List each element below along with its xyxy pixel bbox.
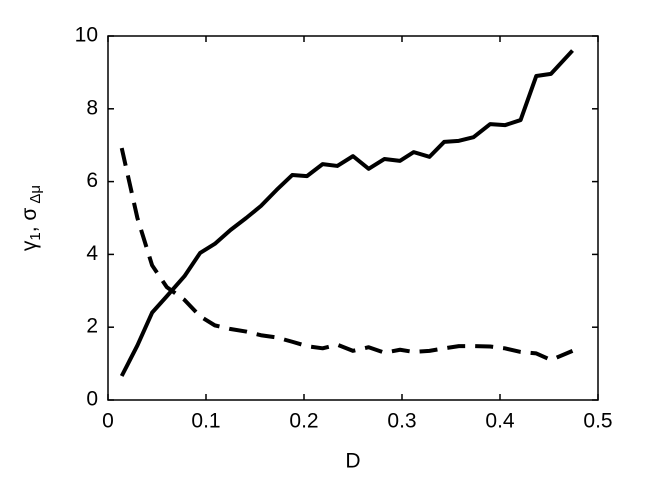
- y-label-part: ,: [18, 221, 41, 233]
- x-tick-label: 0.2: [289, 410, 318, 433]
- x-tick-label: 0: [102, 410, 114, 433]
- y-tick-label: 8: [86, 96, 98, 119]
- x-tick-label: 0.4: [485, 410, 515, 433]
- y-label-part: Δμ: [27, 185, 44, 204]
- series-line: [119, 147, 574, 362]
- y-tick-label: 6: [86, 169, 98, 192]
- y-tick-label: 0: [86, 388, 98, 411]
- y-axis-label: γ1, σ Δμ: [18, 185, 44, 251]
- y-label-part: γ: [18, 240, 41, 251]
- y-tick-label: 2: [86, 315, 98, 338]
- y-tick-label: 10: [75, 24, 98, 47]
- x-axis-label: D: [345, 450, 360, 473]
- x-tick-label: 0.3: [387, 410, 416, 433]
- y-tick-label: 4: [86, 242, 98, 265]
- x-tick-label: 0.5: [583, 410, 612, 433]
- x-tick-label: 0.1: [191, 410, 220, 433]
- y-label-part: σ: [18, 208, 41, 221]
- series-line: [119, 49, 574, 377]
- plot-frame: [107, 35, 599, 401]
- y-label-part: 1: [27, 232, 44, 240]
